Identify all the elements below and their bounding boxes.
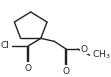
Text: O: O [25,64,32,73]
Text: O: O [63,67,70,76]
Text: Cl: Cl [0,42,9,51]
Text: O: O [81,45,88,54]
Text: CH$_3$: CH$_3$ [92,49,111,61]
